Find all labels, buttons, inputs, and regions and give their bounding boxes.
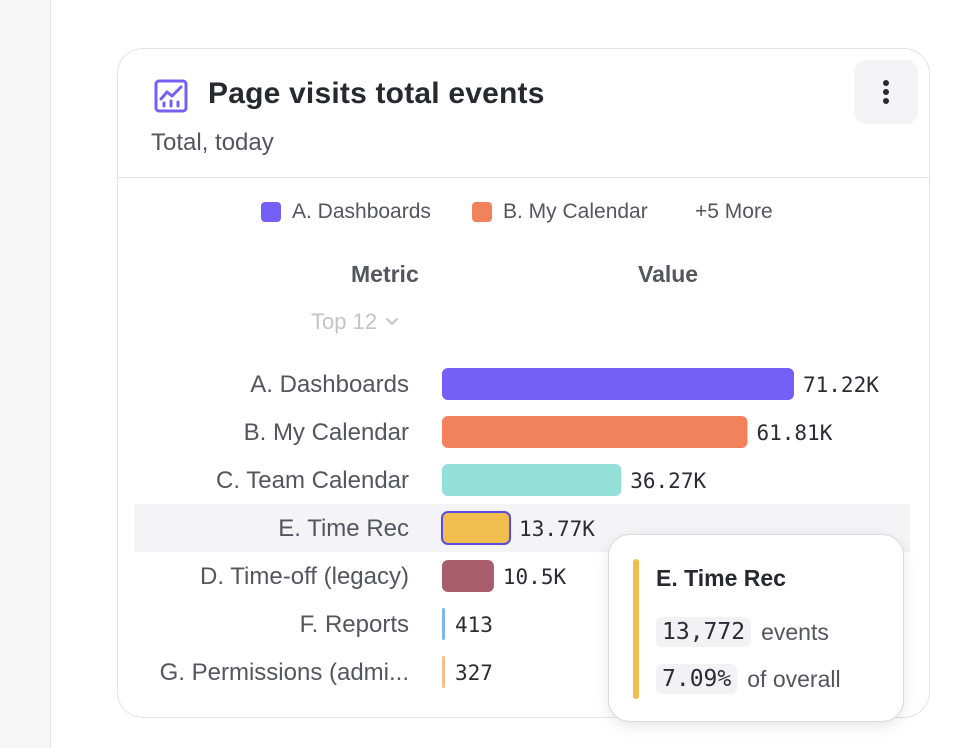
category-label[interactable]: G. Permissions (admi... <box>160 659 409 686</box>
category-label[interactable]: E. Time Rec <box>278 515 409 542</box>
value-label: 13.77K <box>519 517 595 541</box>
chart-card: Page visits total events Total, today A.… <box>117 48 930 718</box>
bar[interactable] <box>442 608 445 640</box>
category-label[interactable]: B. My Calendar <box>244 419 409 446</box>
legend-swatch <box>472 202 492 222</box>
legend-label: B. My Calendar <box>503 200 648 223</box>
tooltip-share-label: of overall <box>747 665 841 692</box>
legend-item[interactable]: A. Dashboards <box>261 197 431 227</box>
chart-tooltip: E. Time Rec 13,772 events 7.09% of overa… <box>608 534 904 722</box>
card-subtitle: Total, today <box>151 129 274 156</box>
legend-more-button[interactable]: +5 More <box>695 200 773 223</box>
bar[interactable] <box>442 368 794 400</box>
legend: A. Dashboards B. My Calendar +5 More <box>118 197 929 227</box>
bar[interactable] <box>442 464 622 496</box>
tooltip-color-indicator <box>633 559 639 699</box>
tooltip-share: 7.09% <box>656 664 738 694</box>
bar[interactable] <box>442 416 748 448</box>
more-vertical-icon-dot <box>883 98 889 104</box>
metric-column-header[interactable]: Metric <box>351 261 419 287</box>
bar[interactable] <box>441 511 512 545</box>
legend-swatch <box>261 202 281 222</box>
card-header: Page visits total events Total, today <box>118 49 929 178</box>
top-n-select-label: Top 12 <box>311 309 378 334</box>
tooltip-title: E. Time Rec <box>656 565 786 591</box>
more-vertical-icon <box>883 80 889 86</box>
bar[interactable] <box>442 656 445 688</box>
tooltip-value-unit: events <box>761 618 829 645</box>
tooltip-value: 13,772 <box>656 617 752 647</box>
value-label: 71.22K <box>803 373 879 397</box>
legend-item[interactable]: B. My Calendar <box>472 197 648 227</box>
bar[interactable] <box>442 560 494 592</box>
tooltip-value-row: 13,772 events <box>656 617 829 647</box>
card-title: Page visits total events <box>208 77 545 110</box>
value-label: 10.5K <box>503 565 567 589</box>
value-column-header[interactable]: Value <box>638 261 699 287</box>
value-label: 327 <box>455 661 493 685</box>
more-menu-button[interactable] <box>854 60 918 124</box>
left-rail <box>0 0 51 748</box>
category-label[interactable]: C. Team Calendar <box>216 467 409 494</box>
category-label[interactable]: D. Time-off (legacy) <box>200 563 409 590</box>
category-label[interactable]: F. Reports <box>300 611 409 638</box>
top-n-select[interactable]: Top 12 <box>311 309 399 335</box>
value-label: 413 <box>455 613 493 637</box>
chevron-down-icon <box>386 318 399 326</box>
line-chart-icon <box>154 79 188 113</box>
category-label[interactable]: A. Dashboards <box>250 371 409 398</box>
more-vertical-icon-dot <box>883 89 889 95</box>
tooltip-share-row: 7.09% of overall <box>656 664 841 694</box>
legend-label: A. Dashboards <box>292 200 431 223</box>
value-label: 61.81K <box>756 421 832 445</box>
value-label: 36.27K <box>630 469 706 493</box>
